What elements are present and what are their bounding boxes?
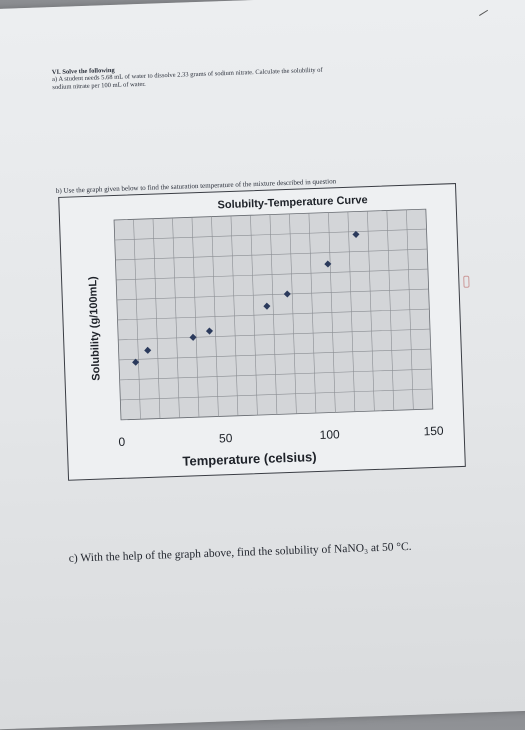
grid-line-horizontal xyxy=(114,228,427,241)
solubility-chart: Solubilty-Temperature Curve Solubility (… xyxy=(58,183,466,481)
chart-title: Solubilty-Temperature Curve xyxy=(217,194,367,211)
data-point xyxy=(132,358,140,366)
pen-mark xyxy=(463,275,470,288)
question-c: c) With the help of the graph above, fin… xyxy=(68,540,412,565)
corner-mark xyxy=(479,9,492,22)
x-tick-labels: 0 50 100 150 xyxy=(118,424,444,449)
x-tick-label: 100 xyxy=(319,427,340,442)
x-tick-label: 50 xyxy=(219,431,233,445)
data-point xyxy=(352,230,360,238)
data-point xyxy=(283,290,291,298)
y-axis-label: Solubility (g/100mL) xyxy=(87,276,103,381)
grid-line-horizontal xyxy=(118,348,431,361)
x-tick-label: 0 xyxy=(118,435,125,449)
x-axis-label: Temperature (celsius) xyxy=(182,449,317,469)
grid-line-horizontal xyxy=(117,308,430,321)
data-point xyxy=(263,302,271,310)
grid-line-horizontal xyxy=(116,288,429,301)
grid-line-horizontal xyxy=(115,248,428,261)
chart-svg: Solubilty-Temperature Curve Solubility (… xyxy=(87,194,444,469)
grid-lines xyxy=(114,209,433,420)
x-tick-label: 150 xyxy=(423,424,444,439)
grid-line-horizontal xyxy=(116,268,428,281)
grid-line-horizontal xyxy=(118,328,431,341)
data-point xyxy=(144,346,152,354)
grid-line-horizontal xyxy=(119,368,432,381)
grid-line-horizontal xyxy=(120,388,433,401)
data-point xyxy=(205,327,214,335)
data-point xyxy=(189,333,197,341)
data-points xyxy=(132,230,360,366)
data-point xyxy=(324,260,332,268)
